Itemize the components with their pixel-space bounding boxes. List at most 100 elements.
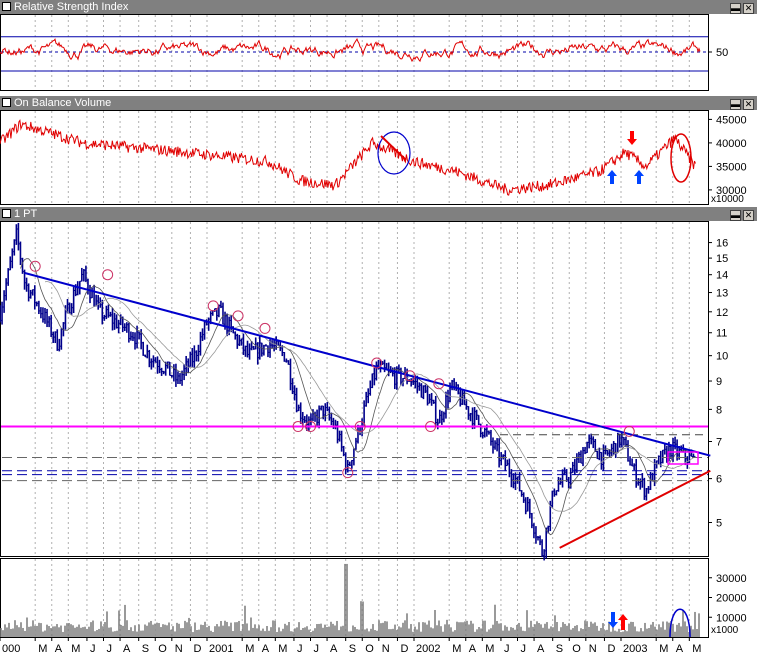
rsi-panel-header: Relative Strength Index ▬ ✕	[0, 0, 757, 14]
obv-panel-title: On Balance Volume	[14, 97, 112, 109]
arrow-up-icon	[618, 614, 628, 630]
y-tick-label: 8	[716, 404, 722, 416]
x-tick-label: N	[589, 643, 597, 654]
x-tick-label: M	[278, 643, 287, 654]
y-tick-label: 30000	[716, 573, 747, 585]
minimize-button[interactable]: ▬	[730, 210, 741, 221]
y-tick-label: 30000	[716, 185, 747, 197]
y-tick-label: 5	[716, 517, 722, 529]
arrow-down-icon	[627, 131, 637, 145]
y-tick-label: 11	[716, 328, 727, 340]
x-tick-label: M	[485, 643, 494, 654]
y-tick-label: 50	[716, 47, 728, 59]
y-tick-label: 7	[716, 437, 722, 449]
x-tick-label: 2003	[623, 643, 647, 654]
touch-point-marker	[404, 370, 416, 382]
y-tick-label: 9	[716, 376, 722, 388]
close-button[interactable]: ✕	[743, 3, 754, 14]
y-tick-label: 13	[716, 288, 728, 300]
x-tick-label: 000	[2, 643, 20, 654]
volume-unit-label: x1000	[711, 625, 739, 636]
close-button[interactable]: ✕	[743, 99, 754, 110]
y-tick-label: 6	[716, 474, 722, 486]
x-tick-label: J	[90, 643, 96, 654]
x-tick-label: 2001	[209, 643, 233, 654]
x-tick-label: A	[330, 643, 338, 654]
x-tick-label: O	[572, 643, 581, 654]
x-tick-label: S	[556, 643, 563, 654]
x-tick-label: A	[469, 643, 477, 654]
rsi-line	[0, 38, 701, 63]
x-tick-label: N	[175, 643, 183, 654]
y-tick-label: 10	[716, 351, 728, 363]
touch-point-marker	[342, 467, 354, 479]
obv-frame	[0, 110, 709, 205]
obv-peak-circle	[670, 133, 692, 183]
x-tick-label: J	[504, 643, 510, 654]
touch-point-marker	[371, 357, 383, 369]
touch-point-marker	[623, 425, 635, 437]
y-tick-label: 12	[716, 307, 728, 319]
y-tick-label: 40000	[716, 138, 747, 150]
moving-average-line	[20, 258, 694, 536]
price-panel-header: 1 PT ▬ ✕	[0, 207, 757, 221]
arrow-down-icon	[608, 612, 618, 628]
touch-point-marker	[259, 322, 271, 334]
x-tick-label: S	[142, 643, 149, 654]
x-tick-label: J	[107, 643, 113, 654]
minimize-button[interactable]: ▬	[730, 99, 741, 110]
support-trendline	[559, 469, 711, 549]
x-tick-label: M	[659, 643, 668, 654]
x-tick-label: M	[38, 643, 47, 654]
y-tick-label: 16	[716, 238, 728, 250]
rsi-panel-title: Relative Strength Index	[14, 1, 129, 13]
touch-point-marker	[232, 310, 244, 322]
x-tick-label: O	[365, 643, 374, 654]
x-tick-label: M	[692, 643, 701, 654]
obv-divergence-circle	[377, 131, 411, 175]
x-tick-label: A	[676, 643, 684, 654]
x-tick-label: M	[245, 643, 254, 654]
obv-panel-header: On Balance Volume ▬ ✕	[0, 96, 757, 110]
minimize-button[interactable]: ▬	[730, 3, 741, 14]
x-tick-label: D	[193, 643, 201, 654]
x-tick-label: M	[71, 643, 80, 654]
touch-point-marker	[207, 300, 219, 312]
x-tick-label: J	[297, 643, 303, 654]
touch-point-marker	[102, 269, 114, 281]
x-tick-label: D	[400, 643, 408, 654]
panel-icon	[2, 209, 11, 218]
arrow-up-icon	[607, 170, 617, 184]
x-tick-label: A	[123, 643, 131, 654]
x-tick-label: S	[349, 643, 356, 654]
x-tick-label: J	[521, 643, 527, 654]
obv-unit-label: x10000	[711, 194, 744, 205]
touch-point-marker	[305, 421, 316, 433]
touch-point-marker	[29, 260, 41, 272]
x-tick-label: N	[382, 643, 390, 654]
touch-point-marker	[425, 421, 437, 433]
touch-point-marker	[292, 421, 304, 433]
panel-icon	[2, 98, 11, 107]
resistance-trendline	[24, 272, 711, 457]
panel-icon	[2, 2, 11, 11]
y-tick-label: 20000	[716, 593, 747, 605]
y-tick-label: 14	[716, 270, 728, 282]
x-tick-label: O	[158, 643, 167, 654]
x-tick-label: M	[452, 643, 461, 654]
arrow-up-icon	[634, 170, 644, 184]
obv-line	[0, 118, 696, 196]
y-tick-label: 10000	[716, 612, 747, 624]
touch-point-marker	[433, 378, 445, 390]
x-tick-label: D	[607, 643, 615, 654]
close-button[interactable]: ✕	[743, 210, 754, 221]
obv-trend-marker	[380, 135, 407, 161]
x-tick-label: A	[262, 643, 270, 654]
moving-average-line	[44, 281, 694, 512]
x-tick-label: A	[55, 643, 63, 654]
y-tick-label: 35000	[716, 161, 747, 173]
price-panel-title: 1 PT	[14, 208, 38, 220]
y-tick-label: 15	[716, 253, 728, 265]
price-frame	[0, 221, 709, 557]
